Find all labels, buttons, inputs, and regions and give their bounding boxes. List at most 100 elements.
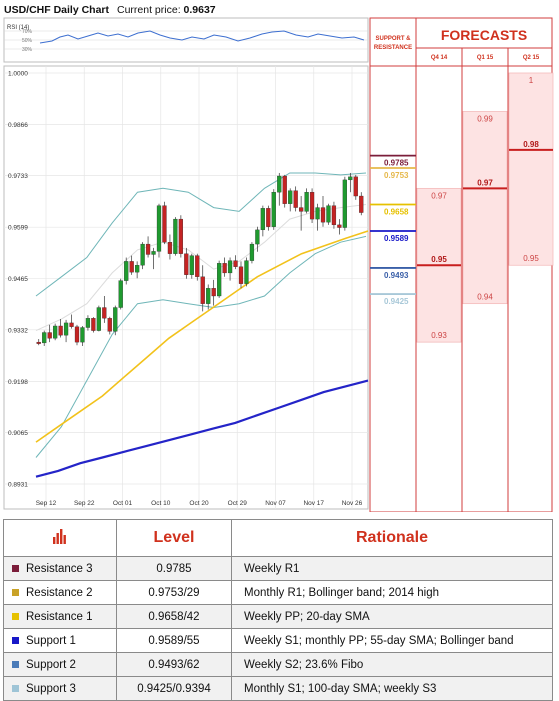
x-tick-label: Sep 22 <box>74 500 95 507</box>
candle-body <box>222 263 227 274</box>
forecast-low-label: 0.93 <box>431 331 447 340</box>
current-price-label: Current price: <box>117 4 181 16</box>
forecasts-title: FORECASTS <box>441 27 527 43</box>
current-price: Current price: 0.9637 <box>117 4 216 16</box>
forecast-high-label: 1 <box>529 76 534 85</box>
row-name-cell: Support 1 <box>3 628 117 653</box>
candle-body <box>58 325 63 336</box>
forecast-high-label: 0.99 <box>477 114 493 123</box>
row-name: Resistance 3 <box>26 562 93 575</box>
forecast-median-label: 0.95 <box>431 255 447 264</box>
sma-100-line <box>35 379 369 478</box>
candle-body <box>200 276 205 304</box>
forecast-column-header: Q1 15 <box>477 55 494 61</box>
candle-body <box>42 332 47 344</box>
candle-body <box>151 251 156 255</box>
x-tick-label: Oct 20 <box>189 500 209 507</box>
candle-body <box>249 243 255 261</box>
candle-body <box>244 260 249 284</box>
y-tick-label: 0.9465 <box>8 276 28 283</box>
current-price-value: 0.9637 <box>183 4 216 16</box>
table-header-level: Level <box>116 519 232 557</box>
candle-body <box>233 260 238 267</box>
row-level: 0.9589/55 <box>116 628 232 653</box>
candles-layer <box>36 172 364 346</box>
row-name: Resistance 1 <box>26 610 93 623</box>
support-resistance-label-line2: RESISTANCE <box>374 45 412 51</box>
candle-body <box>189 255 194 275</box>
x-tick-label: Oct 10 <box>151 500 171 507</box>
bollinger-lower-line <box>35 235 367 458</box>
candle-body <box>217 263 222 297</box>
color-swatch <box>12 660 19 668</box>
candle-body <box>107 318 112 332</box>
x-tick-label: Sep 12 <box>36 500 57 507</box>
forecast-median-label: 0.98 <box>523 140 539 149</box>
rsi-line <box>39 30 365 44</box>
table-row-support-3: Support 3 0.9425/0.9394 Monthly S1; 100-… <box>3 676 553 701</box>
color-swatch <box>12 564 19 572</box>
x-axis: Sep 12 Sep 22 Oct 01 Oct 10 Oct 20 Oct 29 Nov … <box>36 500 363 507</box>
row-rationale: Monthly R1; Bollinger band; 2014 high <box>231 580 553 605</box>
candle-body <box>178 218 183 254</box>
candle-body <box>91 318 96 331</box>
candle-body <box>140 243 145 266</box>
table-row-resistance-1: Resistance 1 0.9658/42 Weekly PP; 20-day… <box>3 604 553 629</box>
color-swatch <box>12 612 19 620</box>
row-name-cell: Resistance 1 <box>3 604 117 629</box>
candle-body <box>113 307 118 332</box>
table-row-resistance-2: Resistance 2 0.9753/29 Monthly R1; Bolli… <box>3 580 553 605</box>
sr-level-label: 0.9425 <box>384 297 409 306</box>
sma-55-line <box>35 230 369 443</box>
grid-lines <box>4 66 368 509</box>
candle-body <box>135 265 140 273</box>
x-tick-label: Nov 17 <box>303 500 324 507</box>
y-tick-label: 0.8931 <box>8 482 28 489</box>
candle-body <box>348 176 353 181</box>
rsi-label: RSI (14) <box>7 25 29 31</box>
row-name: Support 2 <box>26 658 76 671</box>
candle-body <box>85 318 91 328</box>
candle-body <box>353 176 358 197</box>
row-rationale: Weekly S1; monthly PP; 55-day SMA; Bolli… <box>231 628 553 653</box>
row-name: Support 3 <box>26 682 76 695</box>
candle-body <box>260 208 265 231</box>
y-tick-label: 0.9866 <box>8 122 28 129</box>
candle-body <box>342 179 347 228</box>
candle-body <box>238 266 244 284</box>
forecast-low-label: 0.94 <box>477 293 493 302</box>
row-name-cell: Resistance 2 <box>3 580 117 605</box>
candle-body <box>282 175 287 204</box>
candle-body <box>326 205 331 223</box>
forecast-range-box <box>508 72 554 266</box>
row-name-cell: Support 3 <box>3 676 117 701</box>
row-level: 0.9658/42 <box>116 604 232 629</box>
y-tick-label: 0.9332 <box>8 327 28 334</box>
y-axis: 1.0000 0.9866 0.9733 0.9599 0.9465 0.9332 0.91… <box>8 71 28 489</box>
candle-body <box>304 192 309 212</box>
rsi-level-70: 70% <box>22 29 33 35</box>
chart-canvas: RSI (14) 70% 50% 30% 1.0000 0.9866 0.9733 0… <box>3 17 554 512</box>
rsi-level-50: 50% <box>22 38 33 44</box>
table-header-rationale: Rationale <box>231 519 553 557</box>
candle-body <box>227 260 233 274</box>
candle-body <box>124 261 129 281</box>
x-tick-label: Nov 26 <box>342 500 363 507</box>
row-level: 0.9785 <box>116 556 232 581</box>
candle-body <box>211 288 216 297</box>
table-header-icon-cell <box>3 519 117 557</box>
y-tick-label: 1.0000 <box>8 71 28 78</box>
row-rationale: Weekly PP; 20-day SMA <box>231 604 553 629</box>
candle-body <box>156 205 162 252</box>
candle-body <box>74 326 80 343</box>
candle-body <box>309 192 315 220</box>
bar-chart-icon <box>53 528 66 544</box>
candle-body <box>337 224 342 228</box>
candle-body <box>145 243 151 255</box>
candle-body <box>277 175 282 193</box>
candle-body <box>47 332 52 339</box>
row-level: 0.9753/29 <box>116 580 232 605</box>
candle-body <box>162 205 167 243</box>
table-header-row: Level Rationale <box>3 519 553 557</box>
forecast-column-header: Q4 14 <box>431 55 448 61</box>
